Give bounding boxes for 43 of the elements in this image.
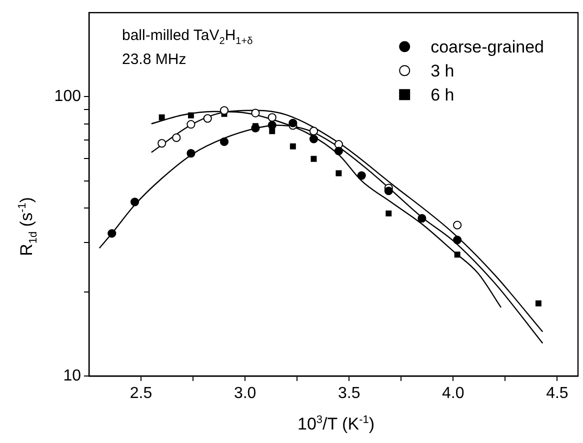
y-tick-label: 100 <box>54 88 82 106</box>
annotation: 23.8 MHz <box>122 51 186 68</box>
point <box>386 210 392 216</box>
point <box>186 149 196 158</box>
point <box>535 300 542 306</box>
point <box>309 126 318 136</box>
point <box>310 156 317 162</box>
x-tick-label: 4.5 <box>546 385 568 402</box>
point <box>454 252 460 258</box>
x-tick-label: 3.0 <box>234 385 256 402</box>
point <box>158 114 165 120</box>
point <box>384 186 393 196</box>
x-tick-label: 3.5 <box>338 385 360 402</box>
point <box>186 120 196 129</box>
point <box>251 124 260 132</box>
point <box>130 198 140 206</box>
point <box>334 146 343 156</box>
point <box>220 106 229 115</box>
legend-label: 6 h <box>430 85 454 104</box>
point <box>268 113 276 122</box>
point <box>172 133 181 142</box>
annotation: ball-milled TaV$_{2}$H$_{1+δ}$ <box>122 27 253 47</box>
y-tick-label: 10 <box>63 367 82 384</box>
point <box>418 214 426 223</box>
point <box>268 120 276 130</box>
point <box>203 114 212 123</box>
x-axis-title: 10$^{3}$/T (K$^{-1}$) <box>296 414 376 435</box>
point <box>309 134 318 144</box>
point <box>188 112 194 118</box>
legend-label: 3 h <box>430 61 454 80</box>
point <box>251 108 260 118</box>
point <box>158 138 166 148</box>
point <box>220 137 229 146</box>
x-tick-label: 2.5 <box>130 385 152 402</box>
legend-label: coarse-grained <box>430 37 544 56</box>
point <box>288 118 298 128</box>
point <box>336 170 342 176</box>
x-tick-label: 4.0 <box>442 385 464 402</box>
point <box>453 220 462 230</box>
point <box>453 236 462 244</box>
point <box>357 171 366 180</box>
point <box>108 229 116 238</box>
point <box>290 143 296 150</box>
